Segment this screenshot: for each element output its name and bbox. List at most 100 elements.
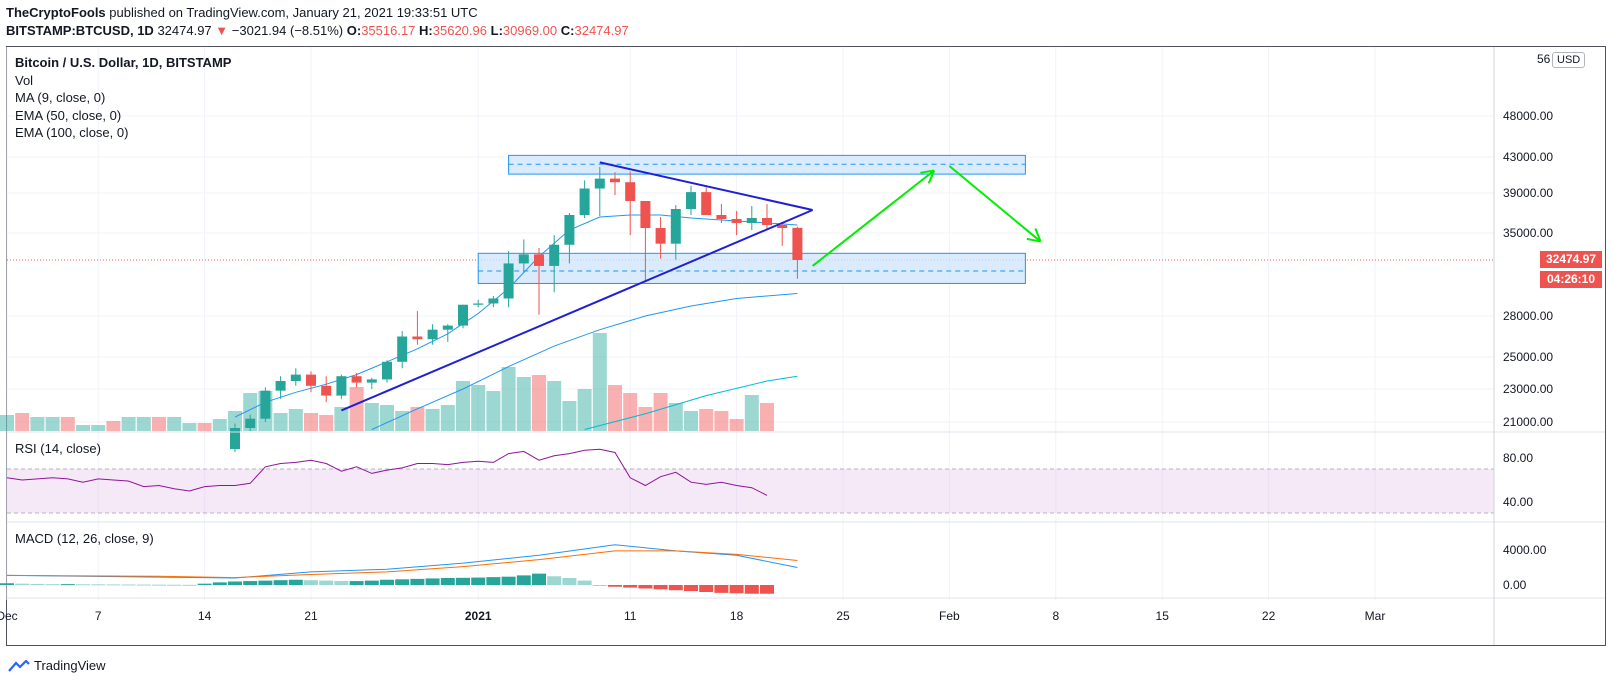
time-tick-label: 21 [304,609,318,623]
macd-histogram-bar [638,585,653,589]
price-tick-label: 35000.00 [1503,226,1553,240]
time-tick-label: Mar [1365,609,1386,623]
price-tick-label: 23000.00 [1503,382,1553,396]
macd-tick-label: 0.00 [1503,578,1527,592]
macd-histogram-bar [349,581,364,585]
macd-legend[interactable]: MACD (12, 26, close, 9) [15,531,154,546]
volume-bar [364,403,379,431]
volume-bar [653,393,668,431]
projection-arrow [811,169,935,267]
time-tick-label: 14 [198,609,212,623]
macd-histogram-bar [243,581,258,585]
volume-bar [486,391,501,431]
price-tick-label: 21000.00 [1503,415,1553,429]
macd-histogram-bar [410,578,425,585]
ema50-line [371,292,798,430]
volume-bar [273,413,288,431]
macd-histogram-bar [380,579,394,585]
rsi-band [7,469,1494,513]
candle-body [275,381,286,391]
high-label: H: [419,23,433,38]
volume-bar [668,403,683,431]
candle-body [336,376,347,396]
tradingview-logo[interactable]: TradingView [8,658,106,673]
candle-body [260,390,271,419]
volume-bar [760,403,774,431]
candle-body [564,215,575,245]
macd-histogram-bar [501,576,516,585]
macd-histogram-bar [486,577,501,585]
macd-histogram-bar [167,584,182,586]
indicator-panes [0,448,1494,594]
candle-body [762,218,772,225]
volume-bar [212,419,227,431]
currency-button[interactable]: USD [1552,52,1586,68]
volume-bar [182,423,197,431]
macd-histogram-bar [197,583,212,585]
volume-bar [471,385,486,431]
rsi-legend[interactable]: RSI (14, close) [15,441,101,456]
time-tick-label: 8 [1052,609,1059,623]
candle-body [792,227,803,260]
candle-body [534,254,544,266]
volume-bar [608,385,622,431]
candle-body [579,188,590,215]
macd-histogram-bar [106,584,121,586]
volume-bar [425,409,440,431]
macd-histogram-bar [212,582,227,585]
candle-body [731,219,742,223]
time-tick-label: 2021 [465,609,492,623]
legend-symbol[interactable]: Bitcoin / U.S. Dollar, 1D, BITSTAMP [15,55,232,70]
volume-bar [440,405,455,431]
macd-histogram-bar [0,583,14,585]
price-tick-label: 25000.00 [1503,350,1553,364]
macd-histogram-bar [684,585,698,592]
macd-histogram-bar [136,584,151,586]
volume-bar [577,389,592,431]
axes: 48000.00 43000.00 39000.00 35000.00 28000.00… [0,47,1605,645]
author-name[interactable]: TheCryptoFools [6,5,106,20]
macd-histogram-bar [30,583,45,585]
candle-body [412,336,423,340]
macd-histogram-bar [608,585,622,587]
macd-histogram-bar [319,580,334,585]
candle-body [549,244,560,266]
volume-bar [729,419,744,431]
volume-bar [714,411,729,431]
volume-bar [562,401,577,431]
macd-line [6,544,798,579]
candle-body [427,329,438,340]
candle-body [382,361,392,380]
tradingview-logo-icon [8,659,30,672]
legend-ma[interactable]: MA (9, close, 0) [15,90,106,106]
tradingview-brand: TradingView [34,658,106,673]
volume-bar [547,381,562,431]
candle-body [701,192,712,215]
rsi-tick-label: 40.00 [1503,495,1533,509]
price-zone [508,154,1026,175]
candle-body [640,201,651,228]
main-legend: Bitcoin / U.S. Dollar, 1D, BITSTAMP Vol … [15,54,231,142]
close-value: 32474.97 [574,23,629,38]
volume-bar [638,407,653,431]
rsi-line [6,448,768,496]
volume-bars [0,333,774,431]
last-price-tag: 32474.97 [1540,251,1602,268]
macd-histogram-bar [228,581,242,585]
time-tick-label: Dec [0,609,18,623]
volume-bar [167,417,182,431]
legend-ema100[interactable]: EMA (100, close, 0) [15,125,129,141]
close-label: C: [560,23,575,38]
macd-histogram-bar [425,578,440,585]
macd-histogram-bar [456,577,470,585]
time-tick-label: 25 [836,609,850,623]
candle-body [503,263,514,299]
candle-body [351,376,362,383]
macd-histogram-bar [395,579,410,585]
legend-ema50[interactable]: EMA (50, close, 0) [15,107,122,123]
volume-bar [304,413,318,431]
legend-volume[interactable]: Vol [15,72,34,88]
open-label: O: [346,23,362,38]
publish-info: published on TradingView.com, January 21… [109,5,478,20]
